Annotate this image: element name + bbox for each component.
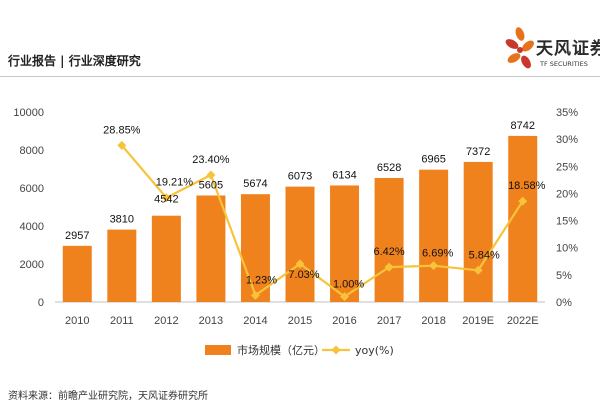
y-left-tick-label: 2000 [20,259,44,271]
x-tick-label: 2016 [332,315,356,327]
brand-name: 天风证券 [536,39,600,59]
yoy-value-label: 23.40% [192,154,230,166]
yoy-point [429,261,439,271]
y-right-tick-label: 0% [556,297,572,309]
x-tick-label: 2017 [377,315,401,327]
yoy-point [161,193,171,203]
bar-mark [374,177,404,302]
legend-line-label: yoy(%) [355,344,394,357]
bar-mark [151,215,181,302]
yoy-point [340,292,350,302]
bar-mark [62,245,92,302]
logo-mark-icon [505,27,534,69]
yoy-point [250,290,260,300]
y-left-tick-label: 0 [38,297,44,309]
yoy-value-label: 19.21% [156,177,194,189]
y-right-tick-label: 25% [556,161,578,173]
y-right-tick-label: 20% [556,188,578,200]
legend-bar-swatch [205,345,231,355]
yoy-point [117,140,127,150]
bar-mark [330,185,360,302]
bar-value-label: 5605 [199,180,223,192]
x-tick-label: 2013 [199,315,223,327]
x-tick-label: 2012 [154,315,178,327]
bar-mark [285,186,315,302]
yoy-value-label: 1.00% [333,279,364,291]
y-right-tick-label: 15% [556,216,578,228]
yoy-line [120,144,524,298]
legend-line-marker [331,345,341,355]
bar-value-label: 7372 [466,146,490,158]
header-divider [0,76,600,77]
yoy-value-label: 28.85% [103,124,141,136]
bar-value-label: 5674 [243,178,267,190]
legend-bar-label: 市场规模（亿元） [237,343,325,357]
yoy-point [473,265,483,275]
bar-value-label: 4542 [154,194,178,206]
bar-mark [107,229,137,302]
yoy-value-label: 18.58% [508,180,546,192]
yoy-value-label: 7.03% [288,269,319,281]
x-tick-label: 2015 [288,315,312,327]
y-right-tick-label: 30% [556,134,578,146]
bar-value-label: 3810 [110,214,134,226]
bar-mark [419,169,449,302]
brand-logo: 天风证券 TF SECURITIES [504,20,600,76]
source-note: 资料来源：前瞻产业研究院，天风证券研究所 [8,391,208,402]
x-tick-label: 2022E [507,315,539,327]
y-right-tick-label: 5% [556,270,572,282]
yoy-value-label: 6.42% [373,246,404,258]
bar-mark [240,194,270,302]
x-tick-label: 2019E [462,315,494,327]
bar-mark [463,161,493,302]
brand-subtitle: TF SECURITIES [540,60,588,68]
yoy-point [295,259,305,269]
yoy-value-label: 6.69% [422,248,453,260]
bar-value-label: 2957 [65,230,89,242]
bar-value-label: 6073 [288,171,312,183]
y-left-tick-label: 6000 [20,183,44,195]
x-tick-label: 2011 [110,315,134,327]
yoy-point [384,262,394,272]
y-left-tick-label: 4000 [20,221,44,233]
yoy-value-label: 5.84% [469,249,500,261]
y-right-tick-label: 10% [556,243,578,255]
bar-value-label: 6134 [332,169,356,181]
market-size-chart: 0 2000 4000 6000 8000 10000 0% 5% 10% 15% 20% 25% 30… [13,107,578,357]
report-category: 行业报告 | 行业深度研究 [8,54,141,68]
yoy-value-label: 1.23% [246,274,277,286]
report-header: 行业报告 | 行业深度研究 天风证券 TF SECURITIES [0,0,600,82]
x-tick-label: 2018 [421,315,445,327]
yoy-point [206,170,216,180]
bar-value-label: 6965 [421,154,445,166]
bar-mark [196,195,226,302]
y-right-tick-label: 35% [556,107,578,119]
bar-value-label: 6528 [377,162,401,174]
y-left-tick-label: 8000 [20,145,44,157]
bar-mark [508,135,538,302]
y-left-tick-label: 10000 [13,107,44,119]
bar-value-label: 8742 [510,120,534,132]
yoy-point [518,196,528,206]
x-tick-label: 2014 [243,315,267,327]
x-tick-label: 2010 [65,315,89,327]
